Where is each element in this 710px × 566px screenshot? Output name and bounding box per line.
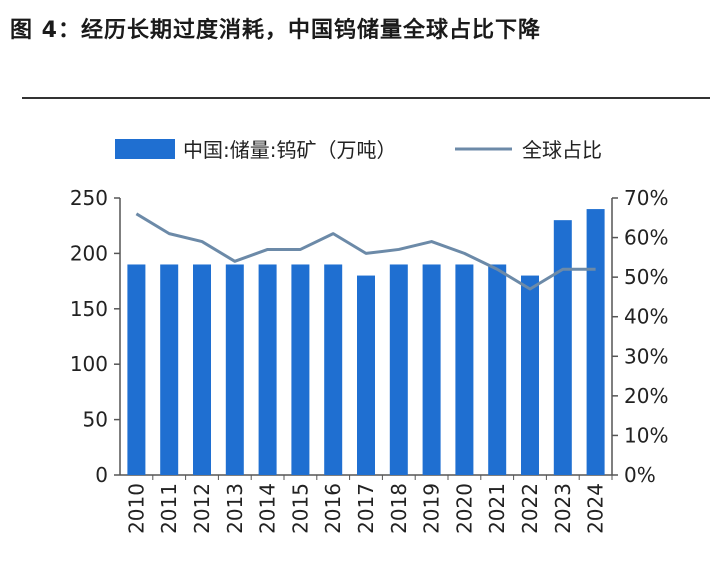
plot-area: 0 50 100 150 200 250 0% 10% 20% 30% 40% 50% 60% 70% 20… <box>70 186 669 534</box>
x-tick-label: 2013 <box>223 483 247 534</box>
left-tick-label: 200 <box>70 241 108 265</box>
bar <box>455 264 474 475</box>
x-tick-label: 2018 <box>387 483 411 534</box>
right-tick-label: 60% <box>624 226 668 250</box>
bar <box>488 264 507 475</box>
bar <box>521 275 539 475</box>
right-tick-label: 10% <box>624 423 668 447</box>
x-tick-label: 2015 <box>288 483 312 534</box>
left-tick-label: 0 <box>95 463 108 487</box>
x-tick-label: 2024 <box>584 483 608 534</box>
bar <box>160 264 179 475</box>
x-tick-label: 2023 <box>551 483 575 534</box>
x-tick-label: 2012 <box>190 483 214 534</box>
right-tick-label: 0% <box>624 463 656 487</box>
bar <box>389 264 408 475</box>
x-tick-label: 2022 <box>518 483 542 534</box>
right-tick-label: 30% <box>624 344 668 368</box>
left-tick-label: 250 <box>70 186 108 210</box>
x-tick-label: 2021 <box>485 483 509 534</box>
bar <box>127 264 146 475</box>
bar <box>553 220 572 475</box>
left-tick-label: 150 <box>70 297 108 321</box>
bar <box>291 264 310 475</box>
bar <box>225 264 244 475</box>
x-tick-label: 2010 <box>124 483 148 534</box>
right-tick-label: 70% <box>624 186 668 210</box>
x-tick-label: 2011 <box>157 483 181 534</box>
left-tick-label: 100 <box>70 352 108 376</box>
figure-title: 图 4：经历长期过度消耗，中国钨储量全球占比下降 <box>10 18 541 43</box>
share-line <box>135 212 596 291</box>
bar <box>258 264 277 475</box>
left-tick-label: 50 <box>83 408 108 432</box>
title-divider <box>22 97 710 99</box>
legend-label-bar: 中国:储量:钨矿（万吨） <box>183 138 396 162</box>
x-tick-label: 2016 <box>321 483 345 534</box>
watermark: 搜狐号@韦伯智数 <box>572 537 692 555</box>
bar <box>422 264 441 475</box>
legend-label-line: 全球占比 <box>522 138 602 162</box>
x-tick-label: 2019 <box>420 483 444 534</box>
bar <box>324 264 343 475</box>
bar <box>193 264 211 475</box>
bar <box>586 209 605 475</box>
right-tick-label: 20% <box>624 384 668 408</box>
right-tick-label: 50% <box>624 265 668 289</box>
bar <box>357 275 375 475</box>
legend: 中国:储量:钨矿（万吨） 全球占比 <box>115 138 602 162</box>
x-tick-label: 2020 <box>452 483 476 534</box>
x-tick-label: 2014 <box>256 483 280 534</box>
x-tick-label: 2017 <box>354 483 378 534</box>
legend-bar-swatch <box>115 139 175 159</box>
right-tick-label: 40% <box>624 305 668 329</box>
